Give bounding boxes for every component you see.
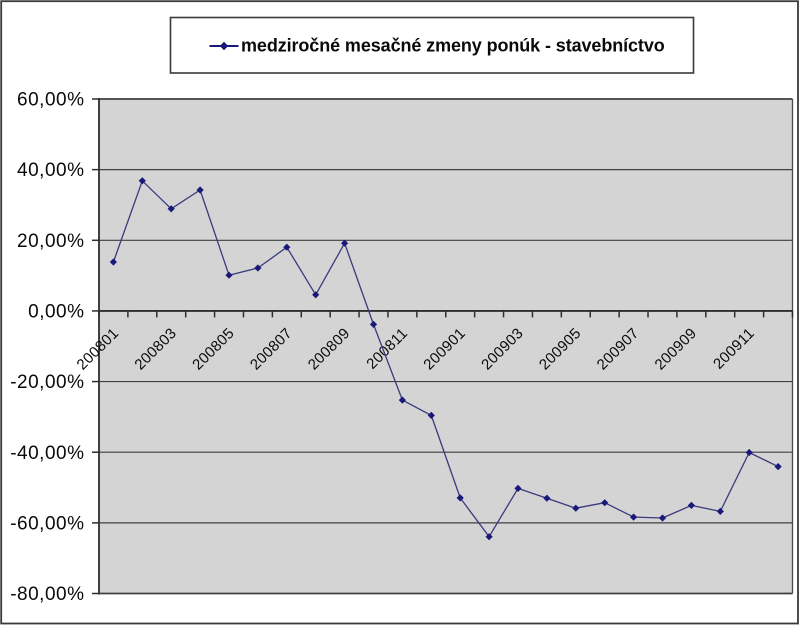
svg-text:60,00%: 60,00% [17,90,84,111]
svg-text:0,00%: 0,00% [28,302,84,323]
svg-text:20,00%: 20,00% [17,231,84,252]
svg-text:-60,00%: -60,00% [10,513,84,534]
svg-text:40,00%: 40,00% [17,160,84,181]
svg-text:-40,00%: -40,00% [10,443,84,464]
svg-text:-80,00%: -80,00% [10,584,84,605]
svg-text:medziročné mesačné zmeny ponúk: medziročné mesačné zmeny ponúk - stavebn… [241,36,665,56]
svg-text:-20,00%: -20,00% [10,372,84,393]
